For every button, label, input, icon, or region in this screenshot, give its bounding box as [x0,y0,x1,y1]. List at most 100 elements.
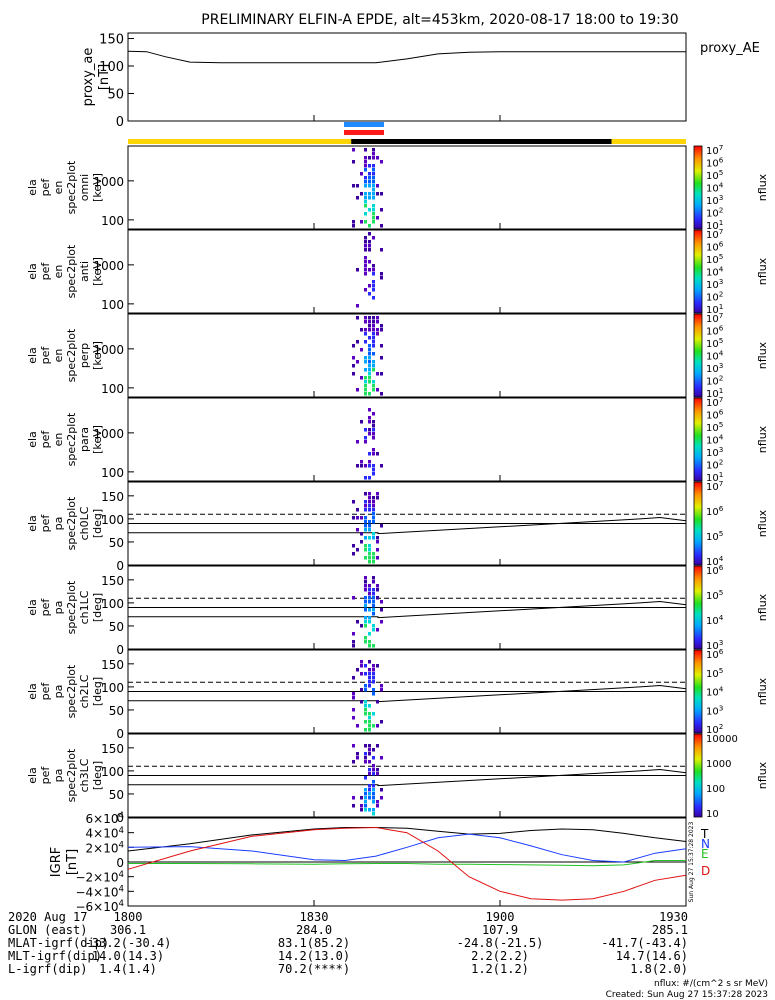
spectrogram-cell [372,692,375,696]
y-axis-label: spec2plot [65,748,78,802]
spectrogram-cell [364,260,367,264]
spectrogram-cell [368,808,371,812]
spectrogram-cell [372,552,375,556]
spectrogram-cell [368,620,371,624]
spectrogram-cell [368,684,371,688]
spectrogram-cell [364,316,367,320]
spectrogram-cell [372,556,375,560]
y-tick-label: 100 [101,765,124,779]
day-bar [611,139,686,144]
spectrogram-cell [368,796,371,800]
spectrogram-cell [372,500,375,504]
spectrogram-cell [364,548,367,552]
spectrogram-cell [372,268,375,272]
spectrogram-cell [372,624,375,628]
spectrogram-cell [368,600,371,604]
colorbar-label: nflux [756,257,769,285]
spectrogram-cell [364,720,367,724]
spectrogram-cell [368,760,371,764]
y-axis-label: en [52,433,65,447]
spectrogram-cell [360,796,363,800]
spectrogram-cell [376,596,379,600]
spectrogram-cell [380,248,383,252]
colorbar-tick-label: 107 [706,311,723,325]
spectrogram-cell [356,620,359,624]
spectrogram-cell [380,272,383,276]
spectrogram-cell [380,344,383,348]
spectrogram-cell [372,772,375,776]
spectrogram-cell [372,148,375,152]
spectrogram-cell [372,504,375,508]
spectrogram-cell [364,508,367,512]
x-axis-row-value: 1830 [300,910,329,924]
x-axis-row-value: 306.1 [110,923,146,937]
spectrogram-cell [364,664,367,668]
y-axis-label: en [52,349,65,363]
spectrogram-cell [360,420,363,424]
spectrogram-cell [352,356,355,360]
spectrogram-cell [368,476,371,480]
spectrogram-cell [364,500,367,504]
x-axis-row-value: 83.1(85.2) [278,936,350,950]
y-tick-label: 0 [116,115,124,130]
spectrogram-cell [376,328,379,332]
y-axis-label: pef [39,178,52,197]
spectrogram-cell [364,796,367,800]
spectrogram-cell [372,608,375,612]
spectrogram-cell [376,496,379,500]
y-tick-label: 0 [116,856,124,870]
spectrogram-cell [372,324,375,328]
spectrogram-cell [372,764,375,768]
spectrogram-cell [380,208,383,212]
spectrogram-cell [368,244,371,248]
spectrogram-cell [372,220,375,224]
y-axis-label: spec2plot [65,160,78,214]
spectrogram-cell [372,316,375,320]
x-axis-row-value: 2.2(2.2) [471,949,529,963]
x-axis-row-value: 107.9 [482,923,518,937]
y-axis-label: ela [26,599,39,616]
spectrogram-cell [364,636,367,640]
spectrogram-cell [368,660,371,664]
x-axis-row-label: GLON (east) [8,923,87,937]
spectrogram-cell [364,332,367,336]
loss-cone-curve [128,685,687,703]
footer-created: Created: Sun Aug 27 15:37:28 2023 [606,990,768,1000]
spectrogram-cell [356,528,359,532]
y-tick-label: 100 [101,214,124,228]
y-tick-label: 150 [101,574,124,588]
colorbar-tick-label: 101 [706,386,723,400]
spectrogram-cell [364,596,367,600]
spectrogram-cell [376,768,379,772]
y-axis-label: ela [26,431,39,448]
legend-label-T: T [700,827,709,841]
y-axis-label: [deg] [91,677,104,706]
y-axis-label: [keV] [91,173,104,202]
spectrogram-cell [376,588,379,592]
spectrogram-cell [360,220,363,224]
spectrogram-cell [376,724,379,728]
spectrogram-cell [352,220,355,224]
spectrogram-cell [352,372,355,376]
spectrogram-cell [372,344,375,348]
spectrogram-cell [372,284,375,288]
spectrogram-cell [352,596,355,600]
colorbar-tick-label: 106 [706,240,724,254]
spectrogram-cell [372,628,375,632]
spectrogram-cell [360,700,363,704]
spectrogram-cell [368,428,371,432]
y-axis-label: pef [39,598,52,617]
spectrogram-cell [368,260,371,264]
spectrogram-cell [352,224,355,228]
spectrogram-cell [364,264,367,268]
spectrogram-cell [368,292,371,296]
colorbar-tick-label: 107 [706,479,723,493]
spectrogram-cell [352,640,355,644]
spectrogram-cell [380,192,383,196]
spectrogram-cell [372,412,375,416]
spectrogram-cell [368,596,371,600]
spectrogram-frame [127,313,687,398]
spectrogram-cell [380,524,383,528]
y-axis-label: [deg] [91,761,104,790]
